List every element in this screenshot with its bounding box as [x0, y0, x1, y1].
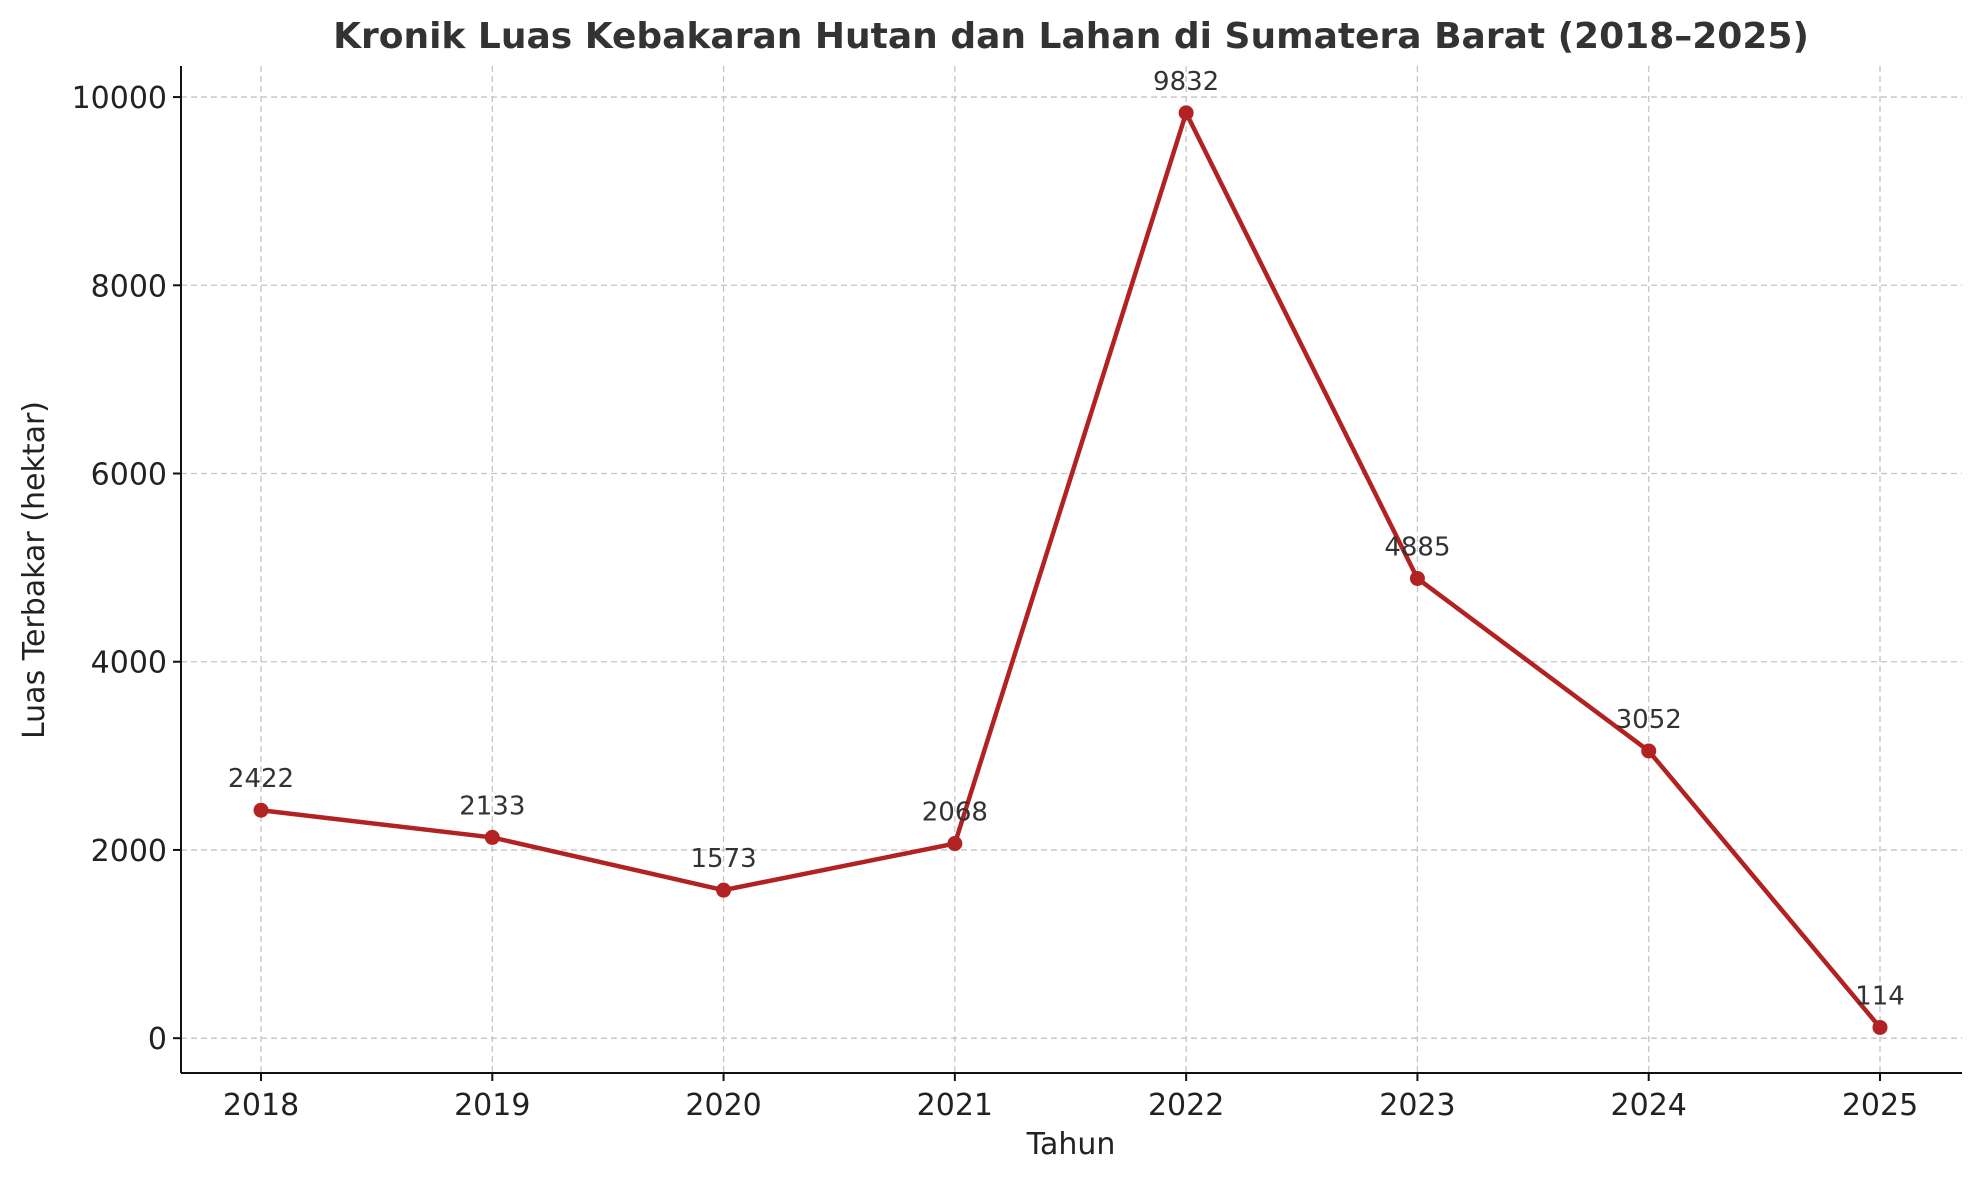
chart-title: Kronik Luas Kebakaran Hutan dan Lahan di…: [333, 16, 1809, 57]
data-point: [1872, 1019, 1888, 1035]
data-label: 3052: [1616, 705, 1682, 735]
x-tick-label: 2024: [1611, 1088, 1687, 1123]
series-line: [258, 110, 1883, 1030]
x-tick-label: 2020: [685, 1088, 761, 1123]
y-tick-label: 4000: [91, 646, 167, 681]
data-point: [253, 802, 269, 818]
x-tick-label: 2023: [1379, 1088, 1455, 1123]
x-tick-label: 2022: [1148, 1088, 1224, 1123]
x-axis-label: Tahun: [1026, 1127, 1116, 1162]
data-point: [1178, 105, 1194, 121]
ticks-layer: 2018 2019 2020 2021 2022 2023 2024 2025 0 2000 400…: [72, 81, 1919, 1123]
data-point: [1641, 743, 1657, 759]
y-axis-label: Luas Terbakar (hektar): [17, 401, 52, 739]
y-tick-label: 8000: [91, 269, 167, 304]
data-point: [484, 829, 500, 845]
data-label: 9832: [1153, 67, 1219, 97]
x-tick-label: 2019: [454, 1088, 530, 1123]
data-labels-layer: 2422 2133 1573 2068 9832 4885 3052 114: [228, 67, 1905, 1012]
grid-layer: [181, 66, 1962, 1073]
x-tick-label: 2021: [917, 1088, 993, 1123]
data-label: 2133: [459, 791, 525, 821]
x-tick-label: 2018: [223, 1088, 299, 1123]
y-tick-label: 10000: [72, 81, 167, 116]
series-layer: [253, 105, 1888, 1035]
x-tick-label: 2025: [1842, 1088, 1918, 1123]
data-label: 4885: [1384, 532, 1450, 562]
axes-frame: [180, 66, 1962, 1074]
data-label: 2422: [228, 764, 294, 794]
y-tick-label: 0: [148, 1022, 167, 1057]
y-tick-label: 2000: [91, 834, 167, 869]
data-point: [716, 882, 732, 898]
data-point: [1409, 570, 1425, 586]
y-tick-label: 6000: [91, 458, 167, 493]
data-label: 114: [1855, 981, 1905, 1011]
data-label: 2068: [922, 798, 988, 828]
data-point: [947, 836, 963, 852]
data-label: 1573: [690, 844, 756, 874]
